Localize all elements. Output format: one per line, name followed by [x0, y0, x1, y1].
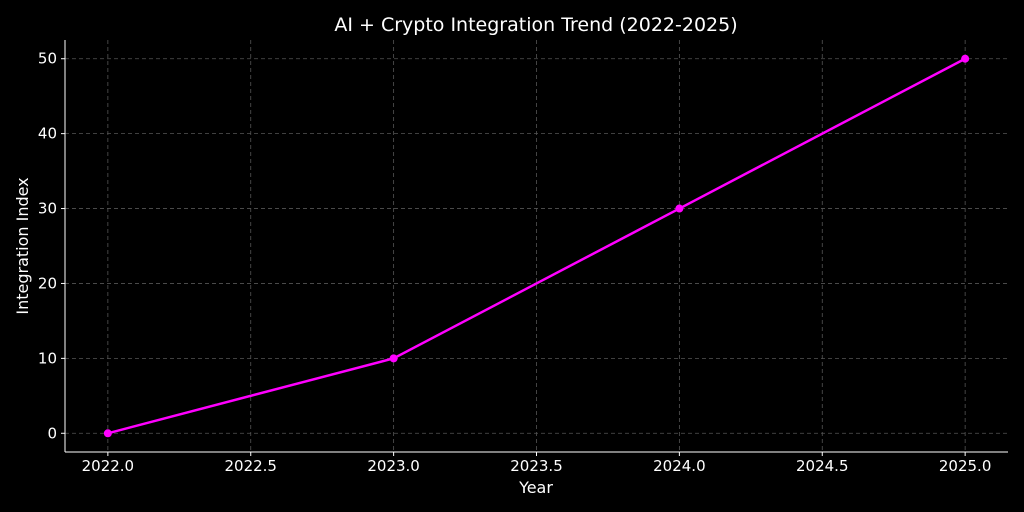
y-tick-label: 10 [38, 349, 57, 367]
point [675, 204, 684, 213]
y-tick-label: 50 [38, 50, 57, 68]
x-tick-label: 2023.0 [367, 457, 420, 475]
x-tick-label: 2024.0 [653, 457, 706, 475]
x-tick-label: 2024.5 [796, 457, 849, 475]
point [103, 429, 112, 438]
point [389, 354, 398, 363]
y-tick-label: 40 [38, 125, 57, 143]
y-tick-label: 20 [38, 274, 57, 292]
point [961, 54, 970, 63]
line [107, 57, 966, 435]
chart-title: AI + Crypto Integration Trend (2022-2025… [334, 14, 737, 36]
y-tick-label: 0 [47, 424, 57, 442]
x-axis-label: Year [518, 478, 553, 497]
x-tick-label: 2025.0 [939, 457, 992, 475]
y-axis-label: Integration Index [13, 177, 32, 314]
x-tick-label: 2022.0 [82, 457, 135, 475]
x-tick-label: 2022.5 [224, 457, 277, 475]
x-tick-label: 2023.5 [510, 457, 563, 475]
y-tick-label: 30 [38, 200, 57, 218]
